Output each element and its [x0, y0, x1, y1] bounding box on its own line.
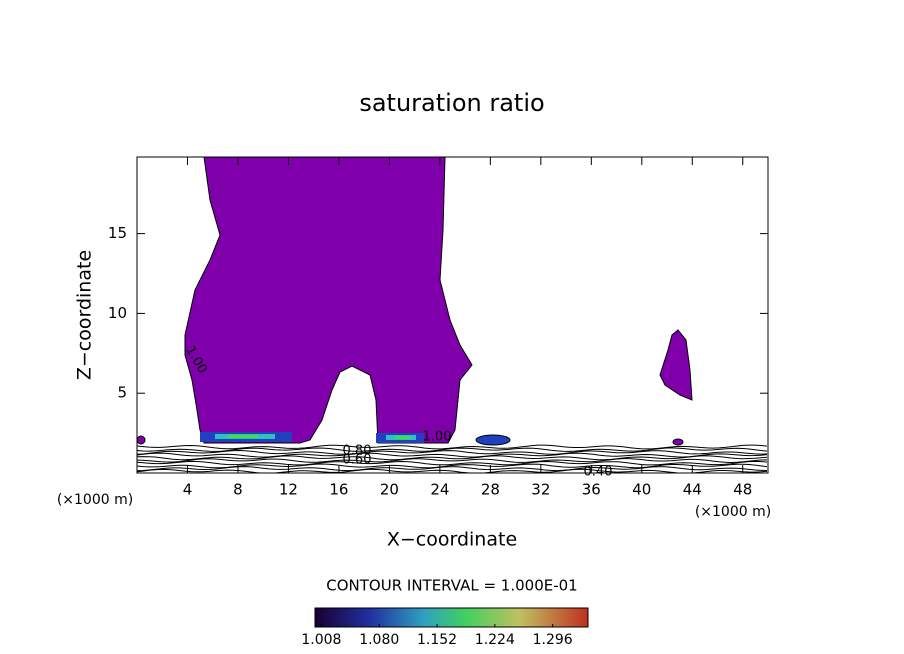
x-axis-title: X−coordinate [387, 529, 517, 551]
region [184, 157, 473, 444]
contour-line [137, 452, 768, 458]
contour-line [137, 455, 768, 461]
region [137, 435, 146, 445]
x-tick-label: 20 [380, 481, 399, 499]
y-tick-label: 5 [117, 384, 127, 402]
x-tick-label: 8 [233, 481, 243, 499]
x-tick-label: 36 [582, 481, 601, 499]
contour-interval: CONTOUR INTERVAL = 1.000E-01 [326, 577, 577, 595]
y-axis-title: Z−coordinate [74, 250, 96, 380]
colorbar-tick-label: 1.152 [417, 632, 457, 648]
colorbar [314, 607, 589, 628]
y-tick-label: 10 [108, 304, 127, 322]
plot-frame [136, 156, 769, 474]
contour-line [137, 449, 768, 455]
y-tick-label: 15 [108, 224, 127, 242]
x-tick-label: 16 [329, 481, 348, 499]
region [659, 329, 693, 401]
chart-title: saturation ratio [359, 89, 544, 117]
region [228, 435, 258, 438]
x-tick-label: 48 [733, 481, 752, 499]
contour-line [137, 466, 768, 472]
x-tick-label: 28 [481, 481, 500, 499]
colorbar-tick-label: 1.224 [475, 632, 515, 648]
region [672, 438, 684, 446]
colorbar-tick-label: 1.080 [359, 632, 399, 648]
contour-line [137, 447, 768, 452]
contour-line [137, 463, 768, 469]
contour-label: 0.40 [584, 465, 613, 480]
colorbar-tick-label: 1.296 [533, 632, 573, 648]
x-tick-label: 4 [183, 481, 193, 499]
contour-line [137, 468, 768, 473]
x-tick-label: 40 [632, 481, 651, 499]
contour-line [137, 458, 768, 464]
contour-field [137, 157, 768, 473]
colorbar-tick-label: 1.008 [301, 632, 341, 648]
x-tick-label: 32 [531, 481, 550, 499]
x-tick-label: 24 [430, 481, 449, 499]
x-tick-label: 12 [279, 481, 298, 499]
contour-label: 1.00 [423, 430, 452, 445]
x-unit: (×1000 m) [57, 492, 133, 508]
x-unit: (×1000 m) [695, 504, 771, 520]
contour-label: 0.80 [343, 444, 372, 459]
region [395, 436, 410, 439]
contour-line [137, 460, 768, 466]
contour-lines [137, 444, 768, 473]
contour-label: 0.60 [343, 453, 372, 468]
region [475, 434, 511, 446]
x-tick-label: 44 [683, 481, 702, 499]
